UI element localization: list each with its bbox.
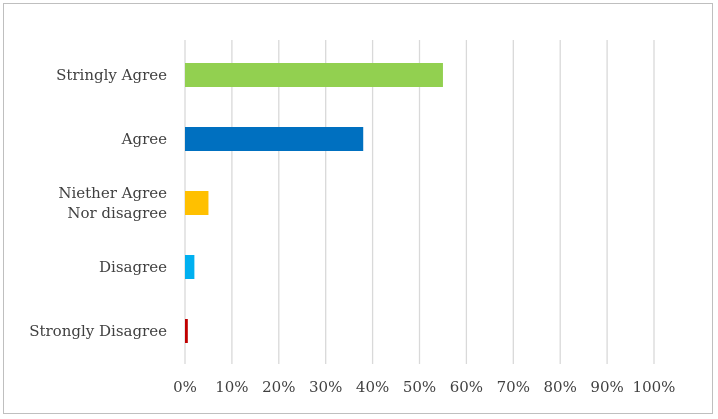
category-label-line: Agree <box>121 130 167 148</box>
category-label: Agree <box>121 130 167 148</box>
bar-chart: Stringly Agree Agree Niether Agree Nor disa… <box>29 40 675 396</box>
category-label: Stringly Agree <box>56 66 167 84</box>
x-tick-label: 0% <box>173 378 197 396</box>
category-label-line: Niether Agree <box>58 184 167 202</box>
x-tick-label: 60% <box>450 378 483 396</box>
bar <box>185 127 364 151</box>
x-tick-label: 100% <box>633 378 676 396</box>
x-tick-label: 90% <box>590 378 623 396</box>
category-label-line: Strongly Disagree <box>29 322 167 340</box>
x-tick-label: 20% <box>262 378 295 396</box>
category-label-line: Nor disagree <box>67 204 167 222</box>
chart-frame: Stringly Agree Agree Niether Agree Nor disa… <box>3 3 713 414</box>
bar <box>185 191 209 215</box>
category-label: Disagree <box>99 258 167 276</box>
x-tick-label: 50% <box>403 378 436 396</box>
bars <box>185 63 443 343</box>
x-tick-label: 10% <box>215 378 248 396</box>
gridlines <box>184 40 655 364</box>
x-tick-labels: 0% 10% 20% 30% 40% 50% 60% 70% 80% 90% 100% <box>173 378 675 396</box>
x-tick-label: 80% <box>544 378 577 396</box>
x-tick-label: 70% <box>497 378 530 396</box>
x-tick-label: 30% <box>309 378 342 396</box>
category-label: Strongly Disagree <box>29 322 167 340</box>
x-tick-label: 40% <box>356 378 389 396</box>
category-labels: Stringly Agree Agree Niether Agree Nor disa… <box>29 66 167 340</box>
category-label: Niether Agree Nor disagree <box>58 184 167 222</box>
category-label-line: Stringly Agree <box>56 66 167 84</box>
bar <box>185 63 443 87</box>
bar <box>185 255 195 279</box>
category-label-line: Disagree <box>99 258 167 276</box>
bar <box>185 319 188 343</box>
